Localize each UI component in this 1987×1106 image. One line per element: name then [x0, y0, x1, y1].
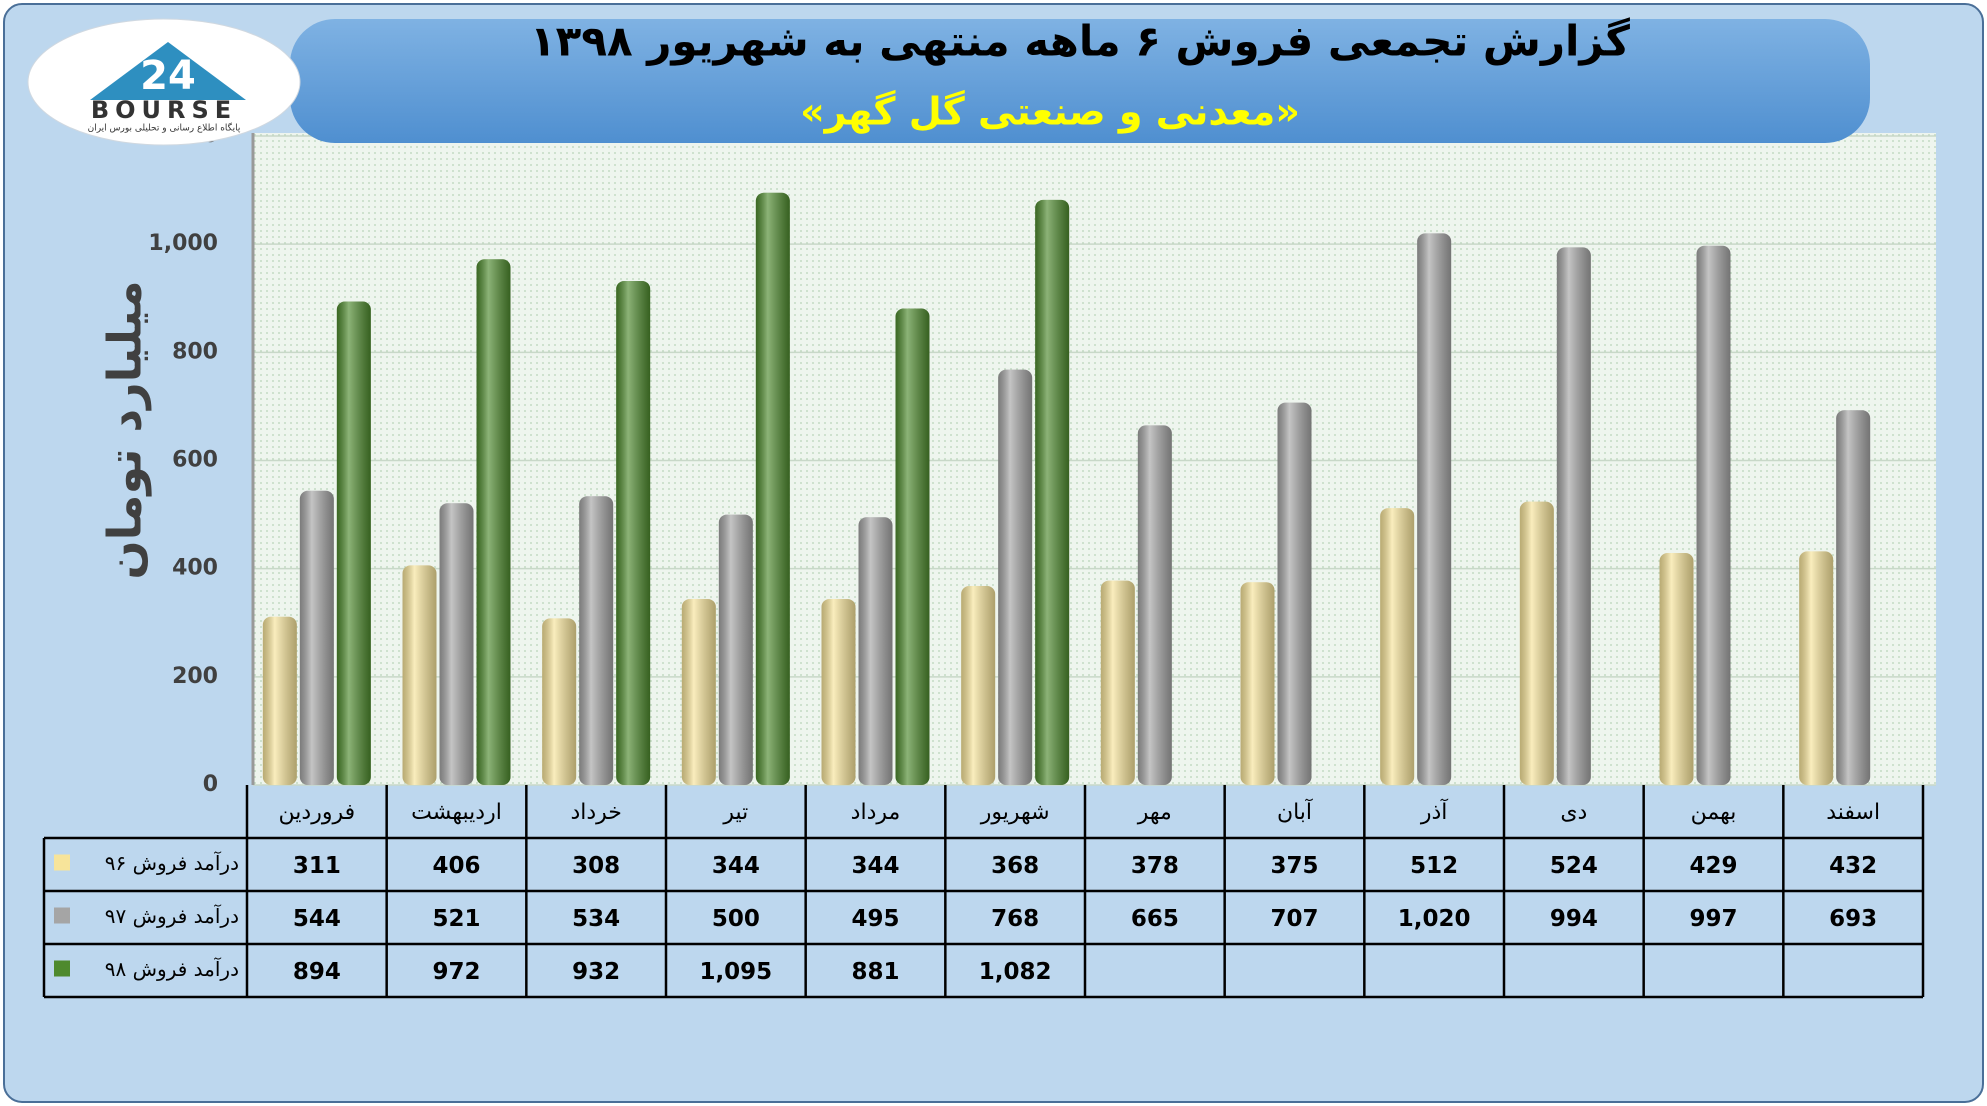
chart-subtitle: «معدنی و صنعتی گل گهر» [800, 90, 1300, 135]
bar-shade [402, 565, 437, 785]
table-value: 972 [432, 959, 480, 985]
table-value: 512 [1410, 853, 1458, 879]
bar-shade [1659, 552, 1694, 785]
bar-shade [1100, 580, 1135, 785]
table-value: 406 [432, 853, 480, 879]
logo-text: BOURSE [91, 96, 237, 124]
bar-shade [998, 369, 1033, 785]
table-value: 1,095 [699, 959, 772, 985]
bar-shade [1556, 247, 1591, 785]
bar-shade [439, 503, 474, 785]
bar-shade [476, 259, 511, 785]
y-tick-label: 0 [203, 772, 218, 797]
logo-triangle [90, 42, 246, 100]
bar-shade [1519, 501, 1554, 785]
x-tick-label: دی [1560, 800, 1587, 825]
bar-shade [1836, 410, 1871, 785]
y-axis-label: میلیارد تومان [98, 280, 152, 579]
bar-shade [1799, 551, 1834, 785]
x-tick-label: آبان [1277, 798, 1313, 825]
bar-shade [755, 192, 790, 786]
table-value: 495 [851, 906, 899, 932]
y-tick-label: 1,000 [148, 231, 218, 256]
bar-shade [299, 490, 334, 785]
bar-shade [821, 598, 856, 785]
table-value: 881 [851, 959, 899, 985]
table-value: 994 [1550, 906, 1598, 932]
table-value: 693 [1829, 906, 1877, 932]
x-tick-label: آذر [1420, 798, 1448, 825]
bar-shade [542, 618, 577, 785]
table-value: 665 [1131, 906, 1179, 932]
title-banner [290, 19, 1870, 143]
bar-shade [1137, 425, 1172, 785]
bar-shade [579, 496, 614, 785]
x-tick-label: خرداد [570, 800, 621, 825]
table-value: 378 [1131, 853, 1179, 879]
table-value: 344 [712, 853, 760, 879]
x-tick-label: اردیبهشت [411, 800, 502, 825]
bar-shade [262, 616, 297, 785]
table-value: 932 [572, 959, 620, 985]
bar-shade [1696, 245, 1731, 785]
bar-shade [858, 517, 893, 785]
legend-label: درآمد فروش ۹۸ [105, 956, 239, 981]
x-tick-label: اسفند [1826, 800, 1880, 825]
legend-swatch [54, 960, 70, 977]
table-value: 500 [712, 906, 760, 932]
bar-shade [961, 585, 996, 785]
table-value: 429 [1689, 853, 1737, 879]
table-value: 311 [293, 853, 341, 879]
x-tick-label: تیر [722, 800, 748, 825]
table-value: 768 [991, 906, 1039, 932]
y-tick-label: 800 [172, 339, 218, 364]
x-tick-label: فروردین [279, 800, 356, 825]
table-value: 308 [572, 853, 620, 879]
table-value: 997 [1689, 906, 1737, 932]
logo-tagline: پایگاه اطلاع رسانی و تحلیلی بورس ایران [88, 122, 241, 134]
bar-shade [718, 514, 753, 785]
bar-shade [681, 598, 716, 785]
legend-label: درآمد فروش ۹۷ [105, 903, 239, 928]
table-value: 524 [1550, 853, 1598, 879]
bar-shade [1035, 199, 1070, 785]
bar-shade [1417, 233, 1452, 786]
table-value: 521 [432, 906, 480, 932]
table-value: 707 [1270, 906, 1318, 932]
table-value: 534 [572, 906, 620, 932]
legend-swatch [54, 907, 70, 924]
bar-shade [336, 301, 371, 785]
bar-shade [616, 280, 651, 785]
table-value: 894 [293, 959, 341, 985]
table-value: 432 [1829, 853, 1877, 879]
table-value: 344 [851, 853, 899, 879]
bar-shade [895, 308, 930, 785]
x-tick-label: مرداد [851, 800, 901, 825]
table-value: 1,020 [1398, 906, 1471, 932]
chart-title: گزارش تجمعی فروش ۶ ماهه منتهی به شهریور … [530, 17, 1630, 67]
logo-mark: 24 [140, 53, 196, 99]
bar-shade [1380, 508, 1415, 785]
bar-shade [1277, 402, 1312, 785]
y-tick-label: 200 [172, 664, 218, 689]
x-tick-label: بهمن [1691, 800, 1737, 825]
x-tick-label: شهریور [980, 800, 1050, 825]
x-tick-label: مهر [1137, 800, 1172, 825]
table-value: 368 [991, 853, 1039, 879]
table-value: 544 [293, 906, 341, 932]
legend-swatch [54, 854, 70, 871]
table-value: 1,082 [979, 959, 1052, 985]
legend-label: درآمد فروش ۹۶ [105, 850, 239, 875]
bar-shade [1240, 582, 1275, 785]
y-tick-label: 600 [172, 448, 218, 473]
table-value: 375 [1270, 853, 1318, 879]
y-tick-label: 400 [172, 556, 218, 581]
